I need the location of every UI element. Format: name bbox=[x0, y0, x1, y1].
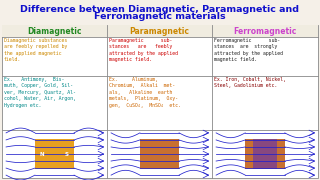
Bar bbox=[140, 139, 179, 169]
Bar bbox=[2, 25, 318, 178]
Bar bbox=[245, 139, 285, 169]
Bar bbox=[2, 25, 318, 37]
Text: Diamagnetic: Diamagnetic bbox=[27, 26, 82, 35]
Bar bbox=[35, 139, 74, 169]
Text: Ferromagnetic materials: Ferromagnetic materials bbox=[94, 12, 226, 21]
Text: Diamagnetic substances
are feebly repelled by
the applied magnetic
field.: Diamagnetic substances are feebly repell… bbox=[4, 38, 67, 62]
Text: Ex.   Antimony,  Bis-
muth, Copper, Gold, Sil-
ver, Mercury, Quartz, Al-
cohol, : Ex. Antimony, Bis- muth, Copper, Gold, S… bbox=[4, 77, 76, 108]
Text: Ex. Iron, Cobalt, Nickel,
Steel, Gadolinium etc.: Ex. Iron, Cobalt, Nickel, Steel, Gadolin… bbox=[214, 77, 286, 88]
Bar bbox=[253, 139, 277, 169]
Text: Ex.     Aluminum,
Chromium,  Alkali  met-
als,   Alkaline  earth
metals,  Platin: Ex. Aluminum, Chromium, Alkali met- als,… bbox=[109, 77, 181, 108]
Text: Difference between Diamagnetic, Paramagnetic and: Difference between Diamagnetic, Paramagn… bbox=[20, 5, 300, 14]
Text: S: S bbox=[65, 152, 69, 156]
Text: Ferromagnetic: Ferromagnetic bbox=[233, 26, 297, 35]
Text: Paramagnetic      sub-
stances   are   feebly
attracted by the applied
magnetic : Paramagnetic sub- stances are feebly att… bbox=[109, 38, 178, 62]
Text: Ferromagnetic      sub-
stances  are  strongly
attracted by the applied
magnetic: Ferromagnetic sub- stances are strongly … bbox=[214, 38, 283, 62]
Text: Paramagnetic: Paramagnetic bbox=[130, 26, 189, 35]
Text: N: N bbox=[40, 152, 44, 156]
